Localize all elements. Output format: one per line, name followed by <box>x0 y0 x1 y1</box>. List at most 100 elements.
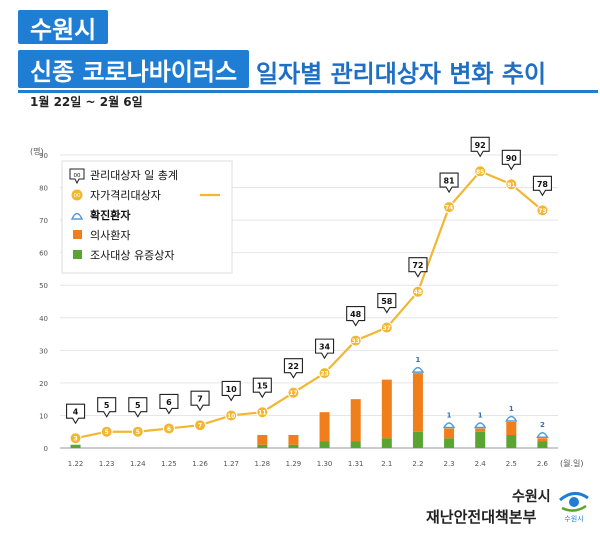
y-tick-label: 20 <box>39 380 48 388</box>
x-tick-label: 1.29 <box>286 460 302 468</box>
total-value-label: 81 <box>443 177 455 186</box>
total-value-label: 34 <box>319 343 331 352</box>
bar-investigation <box>475 431 486 448</box>
x-tick-label: 1.23 <box>99 460 115 468</box>
bar-investigation <box>537 441 548 448</box>
y-tick-label: 40 <box>39 315 48 323</box>
line-self-quarantine <box>75 169 544 440</box>
line-point <box>100 425 113 438</box>
x-tick-label: 1.24 <box>130 460 146 468</box>
y-tick-label: 50 <box>39 282 48 290</box>
emblem-label: 수원시 <box>564 514 583 523</box>
line-point-label: 17 <box>289 390 297 397</box>
line-point <box>162 422 175 435</box>
bar-investigation <box>381 438 392 448</box>
city-title: 수원시 <box>30 15 97 44</box>
x-tick-label: 1.26 <box>192 460 208 468</box>
line-point <box>131 425 144 438</box>
date-range: 1월 22일 ~ 2월 6일 <box>30 95 143 109</box>
bar-investigation <box>257 444 268 448</box>
total-callout <box>128 397 148 418</box>
line-point-label: 11 <box>258 410 266 417</box>
total-callout <box>252 377 272 399</box>
total-callout <box>346 306 366 327</box>
total-value-label: 6 <box>166 398 172 407</box>
total-value-label: 58 <box>381 297 393 306</box>
bar-suspect <box>506 421 517 435</box>
legend-total-symbol <box>69 168 85 185</box>
x-tick-label: 1.31 <box>348 460 364 468</box>
total-value-label: 7 <box>197 395 203 404</box>
y-axis-label: (명) <box>30 146 44 156</box>
confirmed-value-label: 1 <box>447 411 452 419</box>
y-tick-label: 70 <box>39 217 48 225</box>
bar-suspect <box>288 434 299 445</box>
confirmed-marker <box>442 422 456 429</box>
line-point <box>474 165 487 178</box>
line-point <box>225 409 238 422</box>
x-axis-label: (월.일) <box>560 458 584 468</box>
total-value-label: 92 <box>475 141 486 150</box>
legend-confirmed-label: 확진환자 <box>90 208 131 222</box>
bar-suspect <box>475 428 486 432</box>
y-tick-label: 80 <box>39 185 48 193</box>
total-value-label: 4 <box>73 408 79 417</box>
total-callout <box>283 358 303 379</box>
line-point <box>380 321 393 334</box>
legend-suspect-label: 의사환자 <box>90 229 130 242</box>
line-point-label: 5 <box>105 429 109 436</box>
line-point-label: 10 <box>227 413 235 420</box>
x-tick-label: 1.28 <box>255 460 271 468</box>
total-callout <box>377 292 397 314</box>
bar-suspect <box>537 438 548 442</box>
total-value-label: 78 <box>537 180 549 189</box>
total-value-label: 10 <box>226 385 238 394</box>
bar-investigation <box>319 441 330 448</box>
y-tick-label: 10 <box>39 412 48 420</box>
line-point <box>536 204 549 217</box>
confirmed-marker <box>505 415 518 422</box>
total-callout <box>439 172 459 194</box>
x-tick-label: 2.4 <box>475 460 487 468</box>
bar-suspect <box>381 379 392 439</box>
confirmed-marker <box>473 422 487 429</box>
bar-investigation <box>506 434 517 448</box>
line-point-label: 33 <box>352 338 360 345</box>
bar-investigation <box>288 444 299 448</box>
legend-self-symbol-text: 00 <box>74 193 81 199</box>
line-point <box>194 419 207 432</box>
footer-org-city: 수원시 <box>512 489 551 505</box>
total-value-label: 48 <box>350 310 362 319</box>
total-value-label: 72 <box>412 261 423 270</box>
total-callout <box>66 403 86 425</box>
x-tick-label: 2.3 <box>443 460 454 468</box>
total-callout <box>532 175 552 197</box>
total-callout <box>408 257 428 278</box>
bar-investigation <box>444 438 455 448</box>
line-point <box>69 432 82 445</box>
legend-box <box>61 160 233 274</box>
x-tick-label: 2.5 <box>506 460 517 468</box>
line-point <box>505 178 518 191</box>
confirmed-value-label: 1 <box>509 405 514 413</box>
bar-investigation <box>70 444 81 448</box>
confirmed-marker <box>411 366 425 373</box>
x-tick-label: 1.25 <box>161 460 177 468</box>
x-tick-label: 2.2 <box>412 460 423 468</box>
y-tick-label: 0 <box>44 445 48 453</box>
total-value-label: 5 <box>135 401 141 410</box>
total-callout <box>501 149 521 171</box>
line-point-label: 3 <box>73 436 77 443</box>
line-point-label: 85 <box>476 169 484 176</box>
y-tick-label: 60 <box>39 250 48 258</box>
bar-investigation <box>412 431 423 448</box>
chart-subtitle: 일자별 관리대상자 변화 추이 <box>256 59 547 88</box>
x-tick-label: 1.22 <box>68 460 84 468</box>
confirmed-marker <box>536 432 549 438</box>
bar-suspect <box>350 399 361 442</box>
legend-self-label: 자가격리대상자 <box>90 189 161 202</box>
bar-suspect <box>412 373 423 432</box>
confirmed-value-label: 2 <box>540 421 545 429</box>
total-value-label: 15 <box>257 382 269 391</box>
